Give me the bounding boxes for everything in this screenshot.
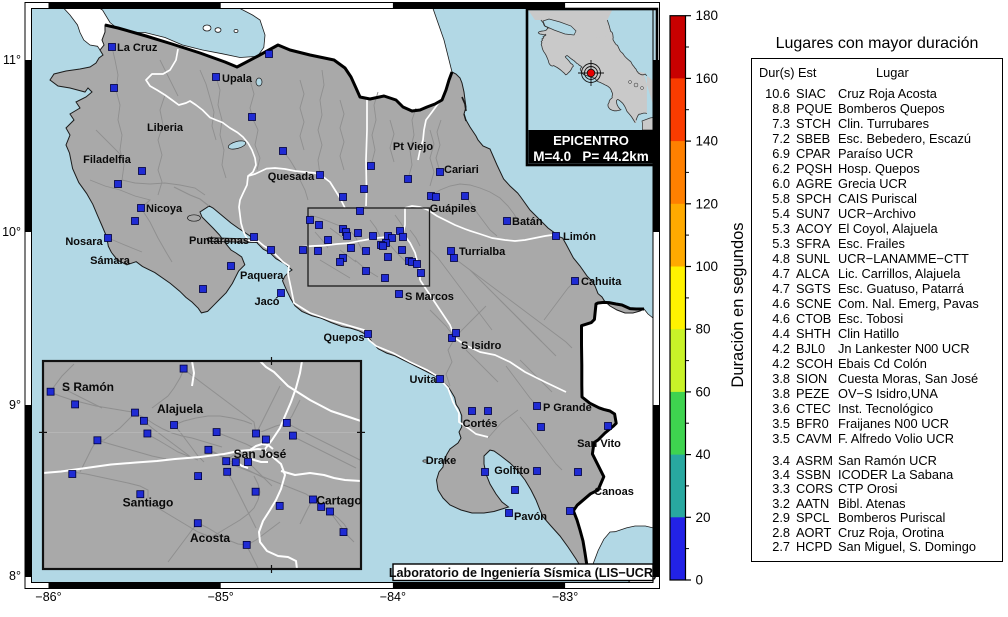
svg-text:80: 80 (696, 322, 711, 337)
svg-text:Sámara: Sámara (90, 255, 131, 267)
svg-text:180: 180 (696, 8, 719, 23)
svg-text:Santiago: Santiago (123, 496, 174, 510)
svg-text:Cortés: Cortés (463, 418, 498, 430)
svg-text:Drake: Drake (426, 455, 457, 467)
svg-text:−85°: −85° (208, 590, 234, 604)
svg-text:0: 0 (696, 573, 704, 588)
svg-text:M=4.0 P= 44.2km: M=4.0 P= 44.2km (533, 149, 649, 164)
svg-text:San José: San José (234, 447, 287, 461)
svg-text:Duración en segundos: Duración en segundos (729, 222, 747, 387)
svg-text:S Ramón: S Ramón (62, 380, 114, 394)
svg-text:−84°: −84° (380, 590, 406, 604)
svg-text:140: 140 (696, 134, 719, 149)
svg-text:8°: 8° (9, 569, 21, 583)
svg-text:11°: 11° (3, 53, 21, 67)
svg-text:La Cruz: La Cruz (117, 42, 158, 54)
svg-text:S Marcos: S Marcos (405, 291, 454, 303)
svg-text:Quesada: Quesada (268, 171, 315, 183)
svg-text:Nicoya: Nicoya (146, 203, 183, 215)
svg-text:Canoas: Canoas (594, 486, 634, 498)
svg-text:EPICENTRO: EPICENTRO (553, 133, 629, 148)
svg-text:120: 120 (696, 196, 719, 211)
svg-text:Guápiles: Guápiles (430, 203, 476, 215)
svg-text:Pavón: Pavón (514, 511, 547, 523)
svg-text:P Grande: P Grande (543, 402, 592, 414)
svg-text:Uvita: Uvita (410, 374, 438, 386)
svg-text:Puntarenas: Puntarenas (189, 235, 249, 247)
svg-text:40: 40 (696, 447, 711, 462)
svg-text:60: 60 (696, 384, 711, 399)
svg-text:Jacó: Jacó (254, 296, 279, 308)
svg-text:10°: 10° (2, 225, 21, 239)
svg-text:Cartago: Cartago (316, 494, 361, 508)
svg-text:Paquera: Paquera (240, 270, 284, 282)
svg-text:Quepos: Quepos (324, 332, 365, 344)
svg-text:Cariari: Cariari (444, 164, 479, 176)
svg-text:Filadelfia: Filadelfia (83, 154, 132, 166)
svg-text:Liberia: Liberia (147, 122, 184, 134)
svg-text:−83°: −83° (552, 590, 578, 604)
svg-text:Upala: Upala (222, 73, 253, 85)
svg-text:20: 20 (696, 510, 711, 525)
svg-text:Nosara: Nosara (65, 236, 103, 248)
svg-text:Alajuela: Alajuela (157, 402, 203, 416)
svg-text:160: 160 (696, 71, 719, 86)
svg-text:Limón: Limón (563, 231, 596, 243)
svg-text:Golfito: Golfito (494, 465, 530, 477)
svg-text:Cahuita: Cahuita (581, 276, 622, 288)
svg-text:−86°: −86° (35, 590, 61, 604)
svg-text:San Vito: San Vito (577, 438, 621, 450)
svg-text:Batán: Batán (512, 216, 543, 228)
svg-text:9°: 9° (9, 398, 21, 412)
svg-text:S Isidro: S Isidro (461, 340, 502, 352)
svg-text:Laboratorio de Ingeniería Sísm: Laboratorio de Ingeniería Sísmica (LIS−U… (389, 566, 657, 580)
svg-text:100: 100 (696, 259, 719, 274)
svg-text:Acosta: Acosta (190, 531, 230, 545)
svg-text:Turrialba: Turrialba (459, 246, 506, 258)
svg-text:Pt Viejo: Pt Viejo (393, 141, 433, 153)
